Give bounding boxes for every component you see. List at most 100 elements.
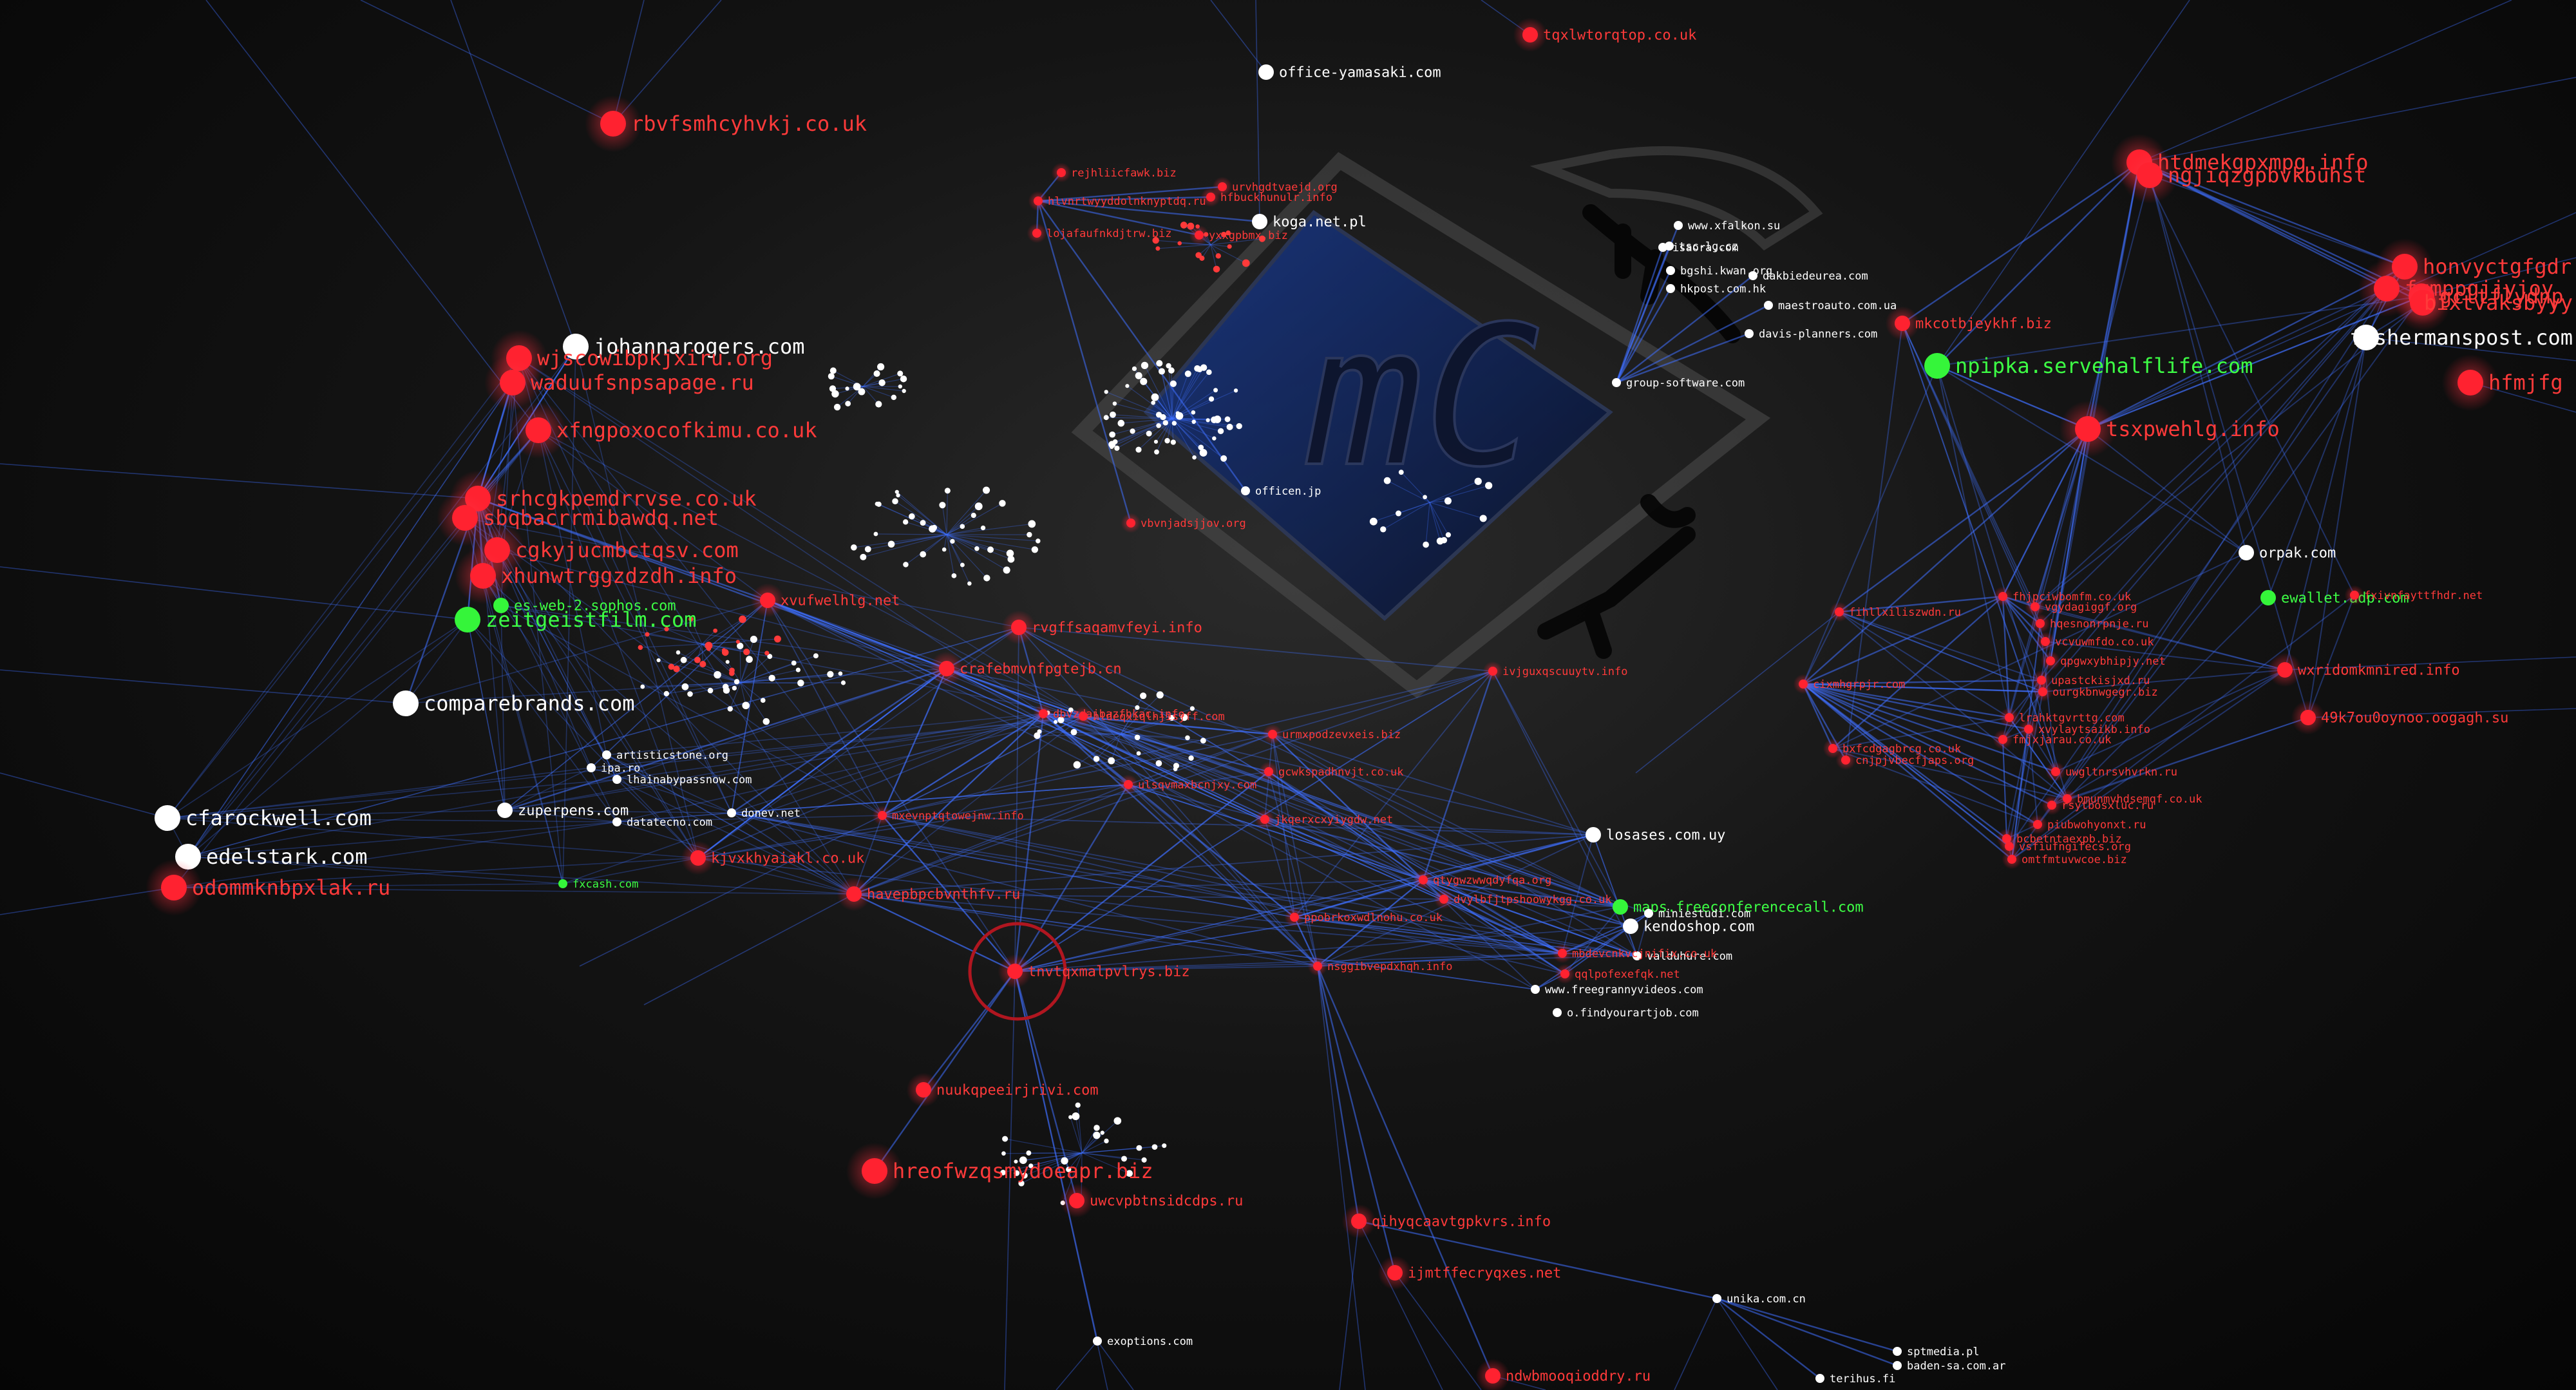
node-dot[interactable]: [760, 593, 775, 608]
node-bixt[interactable]: bixtvaksbyyy: [2394, 274, 2573, 331]
node-mxev[interactable]: mxevnptqtowejnw.info: [872, 805, 1024, 826]
node-dot[interactable]: [1658, 243, 1667, 252]
node-uwcv[interactable]: uwcvpbtnsidcdps.ru: [1059, 1183, 1244, 1218]
node-hlvn[interactable]: hlvnrtwyyddolnknyptdq.ru: [1028, 191, 1206, 211]
node-dot[interactable]: [1260, 815, 1269, 824]
node-cixm[interactable]: cixmhgrpjr.com: [1793, 674, 1906, 694]
node-orpak[interactable]: orpak.com: [2239, 545, 2336, 562]
node-urmx[interactable]: urmxpodzevxeis.biz: [1262, 724, 1401, 745]
node-ijmt[interactable]: ijmtffecryqxes.net: [1378, 1255, 1562, 1290]
node-dot[interactable]: [1290, 913, 1299, 922]
node-xfng[interactable]: xfngpoxocofkimu.co.uk: [510, 402, 817, 459]
node-losases[interactable]: losases.com.uy: [1586, 827, 1725, 844]
node-dot[interactable]: [1011, 620, 1027, 635]
node-fmjx[interactable]: fmjxjarau.co.uk: [1993, 729, 2112, 750]
node-fisher[interactable]: fishermanspost.com: [2349, 325, 2573, 350]
node-dot[interactable]: [2051, 767, 2060, 776]
node-hreof[interactable]: hreofwzqsmydoeapr.biz: [846, 1143, 1153, 1199]
node-officen[interactable]: officen.jp: [1241, 485, 1321, 498]
node-dot[interactable]: [2260, 590, 2276, 605]
node-hkpost[interactable]: hkpost.com.hk: [1666, 283, 1766, 296]
node-dot[interactable]: [1195, 231, 1204, 240]
node-dot[interactable]: [1069, 1193, 1084, 1208]
node-dot[interactable]: [1895, 316, 1910, 331]
node-hqes[interactable]: hqesnonrpnje.ru: [2030, 613, 2149, 634]
node-dot[interactable]: [558, 879, 567, 888]
node-dot[interactable]: [1748, 271, 1757, 280]
node-qpgw[interactable]: qpgwxybhipjy.net: [2040, 651, 2166, 671]
node-vgyd[interactable]: vgydagiggf.org: [2025, 596, 2137, 617]
node-dot[interactable]: [602, 750, 611, 759]
node-dot[interactable]: [1439, 895, 1448, 904]
node-tsxp[interactable]: tsxpwehlg.info: [2060, 401, 2280, 457]
node-dot[interactable]: [1206, 193, 1215, 202]
node-rbvf[interactable]: rbvfsmhcyhvkj.co.uk: [585, 95, 867, 152]
node-dot[interactable]: [2458, 370, 2483, 395]
node-dot[interactable]: [452, 505, 478, 531]
node-k49[interactable]: 49k7ou0oynoo.oogagh.su: [2291, 700, 2509, 735]
node-dot[interactable]: [1558, 949, 1567, 958]
node-zeitg[interactable]: zeitgeistfilm.com: [455, 607, 697, 633]
node-datatec[interactable]: datatecno.com: [612, 816, 712, 829]
node-dvyl[interactable]: dvylbfjtpshoowykgg.co.uk: [1434, 889, 1612, 909]
node-dot[interactable]: [155, 805, 180, 831]
node-dot[interactable]: [1553, 1008, 1562, 1017]
node-dot[interactable]: [1093, 1337, 1102, 1346]
node-dot[interactable]: [862, 1158, 887, 1184]
node-zuper[interactable]: zuperpens.com: [497, 803, 629, 819]
node-dot[interactable]: [2353, 325, 2379, 350]
node-dot[interactable]: [2046, 656, 2055, 665]
node-dot[interactable]: [1612, 378, 1621, 387]
node-qqlp[interactable]: qqlpofexefqk.net: [1555, 964, 1680, 984]
node-johanna[interactable]: johannarogers.com: [563, 334, 805, 359]
node-dot[interactable]: [1623, 919, 1638, 934]
node-piub[interactable]: piubwohyonxt.ru: [2027, 814, 2146, 835]
node-xfalk[interactable]: www.xfalkon.su: [1674, 220, 1780, 233]
node-dot[interactable]: [1032, 229, 1041, 238]
node-valdu[interactable]: valduhure.com: [1633, 950, 1732, 963]
node-dot[interactable]: [1666, 284, 1675, 293]
node-dot[interactable]: [1828, 744, 1837, 753]
node-ppob[interactable]: ppobrkoxwdlnohu.co.uk: [1284, 907, 1443, 928]
node-ivjg[interactable]: ivjguxqscuuytv.info: [1482, 661, 1628, 681]
node-dot[interactable]: [1998, 735, 2007, 744]
node-exopt[interactable]: exoptions.com: [1093, 1335, 1193, 1348]
node-hfmj[interactable]: hfmjfg: [2442, 354, 2563, 411]
node-dot[interactable]: [1893, 1347, 1902, 1356]
node-dot[interactable]: [939, 661, 954, 676]
node-yxxg[interactable]: yxxgpbmx.biz: [1189, 225, 1288, 245]
node-dot[interactable]: [2374, 276, 2400, 301]
node-dot[interactable]: [1674, 221, 1683, 230]
node-dot[interactable]: [2031, 602, 2040, 611]
node-dot[interactable]: [2300, 710, 2316, 725]
node-havep[interactable]: havepbpcbvnthfv.ru: [837, 877, 1021, 911]
node-dot[interactable]: [1039, 709, 1048, 718]
node-omtf[interactable]: omtfmtuvwcoe.biz: [2002, 849, 2127, 870]
node-dot[interactable]: [1586, 827, 1601, 843]
node-qtyg[interactable]: qtygwzwwqdyfqa.org: [1413, 870, 1552, 890]
node-ipa[interactable]: ipa.ro: [587, 762, 640, 775]
node-dot[interactable]: [1007, 964, 1023, 979]
node-dot[interactable]: [878, 811, 887, 820]
node-edels[interactable]: edelstark.com: [175, 844, 367, 870]
node-hfbu[interactable]: hfbuckhunulr.info: [1200, 187, 1332, 207]
node-dot[interactable]: [1313, 962, 1322, 971]
node-mbdev[interactable]: mbdevcnkvcjnifix.co.uk: [1552, 943, 1718, 964]
node-ndwb[interactable]: ndwbmooqioddry.ru: [1475, 1358, 1651, 1390]
node-dot[interactable]: [2075, 416, 2101, 442]
node-dot[interactable]: [2005, 713, 2014, 722]
node-dot[interactable]: [2038, 687, 2047, 696]
node-dot[interactable]: [1998, 592, 2007, 601]
node-dot[interactable]: [2063, 794, 2072, 803]
node-dot[interactable]: [1633, 951, 1642, 960]
node-ngji[interactable]: ngjiqzgpbvkbuhst: [2121, 147, 2366, 204]
node-cnjp[interactable]: cnjpjvbecfjaps.org: [1835, 750, 1975, 770]
node-odomm[interactable]: odommknbpxlak.ru: [146, 859, 390, 916]
node-dot[interactable]: [2007, 855, 2016, 864]
node-dot[interactable]: [600, 111, 626, 137]
node-esweb[interactable]: es-web-2.sophos.com: [493, 598, 676, 614]
node-dot[interactable]: [1258, 64, 1274, 80]
node-dot[interactable]: [497, 803, 513, 818]
node-dot[interactable]: [846, 886, 862, 902]
node-baden[interactable]: baden-sa.com.ar: [1893, 1360, 2006, 1373]
